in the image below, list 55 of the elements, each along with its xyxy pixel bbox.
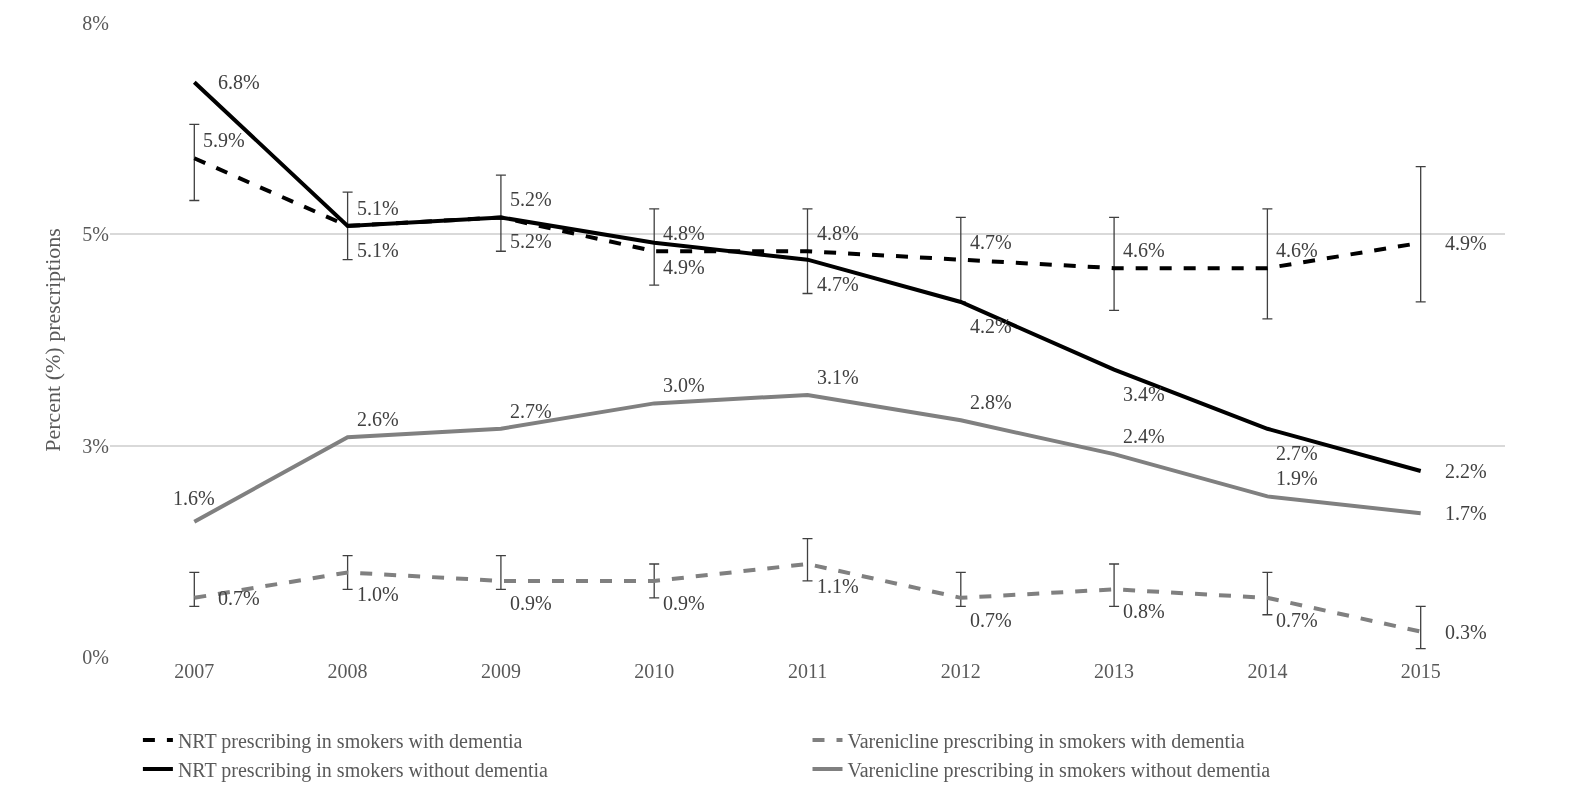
data-label: 5.1% <box>357 239 399 261</box>
y-tick-label: 5% <box>82 223 109 246</box>
data-label: 3.4% <box>1123 383 1165 405</box>
data-label: 5.2% <box>510 188 552 210</box>
data-label: 5.2% <box>510 230 552 252</box>
data-label: 4.8% <box>817 222 859 244</box>
data-label: 5.9% <box>203 129 245 151</box>
data-label: 5.1% <box>357 197 399 219</box>
data-label: 2.2% <box>1445 460 1487 482</box>
data-label: 2.4% <box>1123 425 1165 447</box>
x-tick-label: 2015 <box>1400 660 1441 682</box>
legend-label: Varenicline prescribing in smokers with dementia <box>847 729 1245 753</box>
x-tick-label: 2011 <box>787 660 828 682</box>
x-tick-label: 2007 <box>174 660 215 682</box>
data-label: 3.1% <box>817 366 859 388</box>
data-label: 0.9% <box>663 592 705 614</box>
data-label: 1.6% <box>173 487 215 509</box>
x-tick-label: 2010 <box>634 660 675 682</box>
y-tick-label: 3% <box>82 434 109 457</box>
data-label: 2.7% <box>1276 442 1318 464</box>
x-tick-label: 2008 <box>327 660 368 682</box>
data-label: 4.7% <box>970 231 1012 253</box>
x-tick-label: 2014 <box>1247 660 1288 682</box>
data-label: 0.7% <box>218 587 260 609</box>
data-label: 0.7% <box>1276 609 1318 631</box>
x-tick-label: 2012 <box>940 660 981 682</box>
legend-label: NRT prescribing in smokers with dementia <box>177 729 523 753</box>
data-label: 1.7% <box>1445 502 1487 524</box>
x-tick-label: 2013 <box>1094 660 1135 682</box>
data-label: 2.6% <box>357 408 399 430</box>
data-label: 0.9% <box>510 592 552 614</box>
y-tick-label: 0% <box>82 646 109 668</box>
data-label: 4.8% <box>663 222 705 244</box>
data-label: 4.7% <box>817 273 859 295</box>
data-label: 2.8% <box>970 391 1012 413</box>
line-series <box>192 562 1423 634</box>
data-label: 4.9% <box>663 256 705 278</box>
data-label: 4.9% <box>1445 232 1487 254</box>
data-label: 0.8% <box>1123 600 1165 622</box>
data-label: 4.6% <box>1123 239 1165 261</box>
data-label: 4.2% <box>970 315 1012 337</box>
y-axis-title: Percent (%) prescriptions <box>40 228 66 452</box>
data-label: 3.0% <box>663 374 705 396</box>
legend-label: Varenicline prescribing in smokers without dementia <box>847 758 1271 782</box>
data-label: 0.3% <box>1445 621 1487 643</box>
data-label: 1.9% <box>1276 467 1318 489</box>
x-tick-label: 2009 <box>480 660 521 682</box>
data-label: 6.8% <box>218 71 260 93</box>
data-label: 0.7% <box>970 609 1012 631</box>
data-label: 2.7% <box>510 400 552 422</box>
data-label: 1.0% <box>357 583 399 605</box>
y-tick-label: 8% <box>82 12 109 34</box>
data-label: 4.6% <box>1276 239 1318 261</box>
data-label: 1.1% <box>817 575 859 597</box>
legend-label: NRT prescribing in smokers without dementia <box>177 758 549 782</box>
